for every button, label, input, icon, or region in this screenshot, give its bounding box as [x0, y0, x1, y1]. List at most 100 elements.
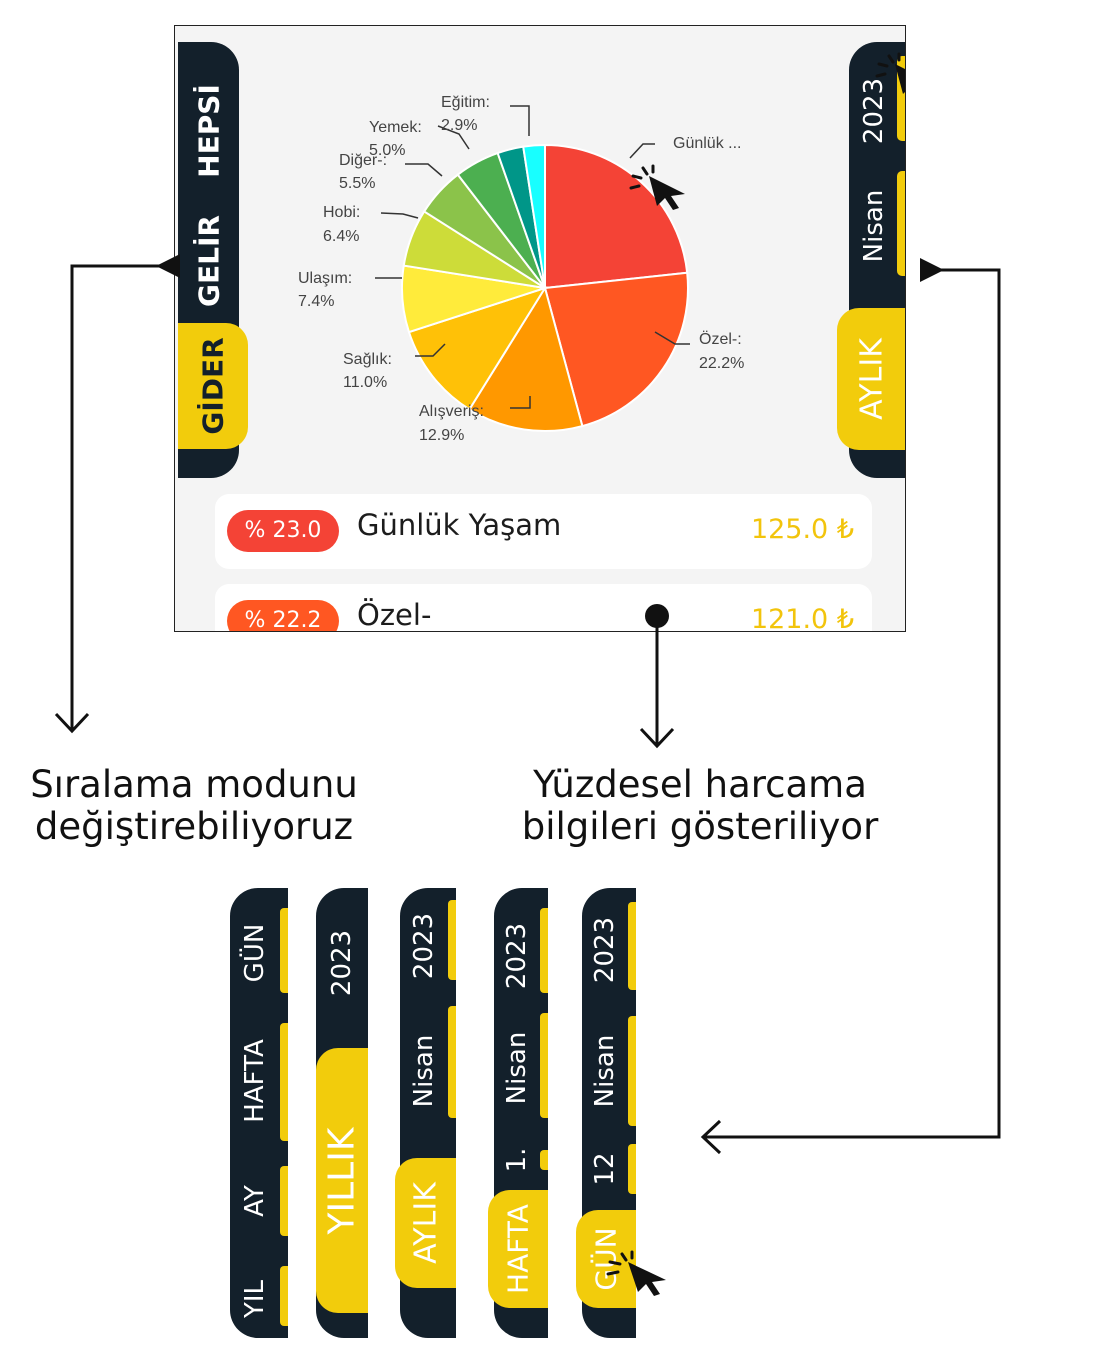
strip-indicator [540, 1013, 548, 1118]
strip-indicator [448, 900, 456, 980]
pie-slice[interactable] [543, 271, 689, 428]
option-yil-label: YIL [240, 1279, 270, 1318]
pie-slice[interactable] [522, 143, 546, 289]
leader-gunluk [629, 143, 655, 159]
phone-screen: HEPSİ GELİR GİDER 2023 Nisan AYLIK Günlü… [174, 25, 906, 632]
category-row[interactable]: % 22.2 Özel- 121.0 ₺ [215, 584, 872, 632]
day-selector[interactable]: 12 [582, 1144, 628, 1194]
leader-diger [405, 163, 443, 177]
month-label: Nisan [409, 1034, 439, 1107]
leader-alisveris [510, 396, 531, 409]
month-selector[interactable]: Nisan [400, 1018, 448, 1123]
mode-yillik[interactable]: YILLIK [316, 1048, 368, 1313]
category-amount: 121.0 ₺ [750, 604, 854, 632]
option-ay[interactable]: AY [230, 1166, 280, 1236]
year-label: 2023 [590, 916, 620, 983]
month-selector[interactable]: Nisan [582, 1016, 628, 1126]
month-selector[interactable]: Nisan [494, 1018, 540, 1118]
label-alisveris-pct: 12.9% [419, 427, 464, 444]
arrow-left-head [54, 712, 90, 734]
label-saglik-pct: 11.0% [343, 374, 387, 391]
leader-egitim [510, 105, 530, 136]
tab-gider[interactable]: GİDER [178, 323, 248, 449]
year-selector[interactable]: 2023 [582, 902, 628, 997]
leader-hobi [380, 212, 419, 219]
label-yemek-pct: 5.0% [369, 142, 405, 159]
year-selector[interactable]: 2023 [400, 900, 448, 992]
label-hobi: Hobi: [323, 204, 360, 221]
pie-slices [401, 143, 689, 432]
mode-hafta[interactable]: HAFTA [488, 1190, 548, 1308]
percent-badge: % 23.0 [227, 510, 339, 552]
year-indicator [897, 56, 905, 141]
year-selector[interactable]: 2023 [316, 908, 368, 1018]
arrow-right-head [700, 1119, 722, 1155]
percent-badge: % 22.2 [227, 600, 339, 631]
arrow-middle-head [639, 727, 675, 749]
strip-indicator [280, 1266, 288, 1326]
label-ozel-pct: 22.2% [699, 355, 744, 372]
pie-slice[interactable] [468, 285, 584, 432]
day-label: 12 [590, 1152, 620, 1186]
category-amount: 125.0 ₺ [750, 514, 854, 545]
caption-right-line1: Yüzdesel harcama [533, 763, 867, 806]
arrow-left-path [70, 264, 160, 730]
arrow-right-tip [920, 258, 944, 282]
label-ulasim-pct: 7.4% [298, 293, 334, 310]
cursor-click-icon [629, 164, 685, 210]
mode-label: AYLIK [408, 1182, 443, 1264]
caption-left-line1: Sıralama modunu [30, 763, 358, 806]
mode-label: YILLIK [321, 1127, 363, 1234]
label-egitim-pct: 2.9% [441, 117, 477, 134]
label-diger: Diğer-: [339, 152, 387, 169]
cursor-click-icon [606, 1250, 666, 1296]
label-diger-pct: 5.5% [339, 175, 375, 192]
mode-label: HAFTA [501, 1204, 535, 1294]
year-label: 2023 [502, 922, 532, 989]
mode-aylik[interactable]: AYLIK [837, 308, 905, 450]
leader-ozel [654, 331, 690, 345]
cursor-click-icon [875, 52, 905, 94]
caption-left-line2: değiştirebiliyoruz [34, 805, 354, 848]
week-label: 1. [502, 1147, 532, 1173]
option-yil[interactable]: YIL [230, 1266, 280, 1331]
strip-mode-list: GÜN HAFTA AY YIL [230, 888, 288, 1338]
arrow-middle-dot [645, 604, 669, 628]
strip-monthly: 2023 Nisan AYLIK [395, 888, 456, 1338]
strip-indicator [280, 1023, 288, 1141]
strip-indicator [628, 902, 636, 990]
strip-indicator [540, 908, 548, 993]
option-hafta-label: HAFTA [240, 1038, 270, 1123]
week-selector[interactable]: 1. [494, 1140, 540, 1180]
strip-indicator [540, 1150, 548, 1170]
option-gun[interactable]: GÜN [230, 908, 280, 998]
pie-chart[interactable]: Günlük ... Özel-: 22.2% Alışveriş: 12.9%… [285, 86, 845, 466]
label-alisveris: Alışveriş: [419, 403, 484, 420]
month-indicator [897, 171, 905, 276]
category-row[interactable]: % 23.0 Günlük Yaşam 125.0 ₺ [215, 494, 872, 569]
arrow-right-path [704, 268, 1001, 1139]
option-hafta[interactable]: HAFTA [230, 1018, 280, 1143]
label-hobi-pct: 6.4% [323, 228, 359, 245]
label-ozel: Özel-: [699, 330, 742, 348]
year-label: 2023 [409, 912, 439, 980]
option-gun-label: GÜN [240, 923, 270, 983]
label-ulasim: Ulaşım: [298, 270, 352, 287]
pie-slice[interactable] [544, 143, 689, 290]
caption-right-line2: bilgileri gösteriliyor [521, 805, 879, 848]
option-ay-label: AY [240, 1185, 270, 1217]
strip-indicator [280, 1166, 288, 1236]
caption-right: Yüzdesel harcama bilgileri gösteriliyor [490, 764, 910, 848]
pie-slice[interactable] [407, 286, 548, 411]
mode-aylik[interactable]: AYLIK [395, 1158, 456, 1288]
strip-indicator [628, 1144, 636, 1194]
label-saglik: Sağlık: [343, 351, 392, 368]
category-name: Günlük Yaşam [357, 508, 562, 542]
leader-yemek [437, 125, 470, 150]
strip-daily: 2023 Nisan 12 GÜN [576, 888, 636, 1338]
strip-indicator [628, 1016, 636, 1126]
year-selector[interactable]: 2023 [494, 908, 540, 1003]
strip-indicator [280, 908, 288, 993]
arrow-left-tip [156, 254, 180, 278]
